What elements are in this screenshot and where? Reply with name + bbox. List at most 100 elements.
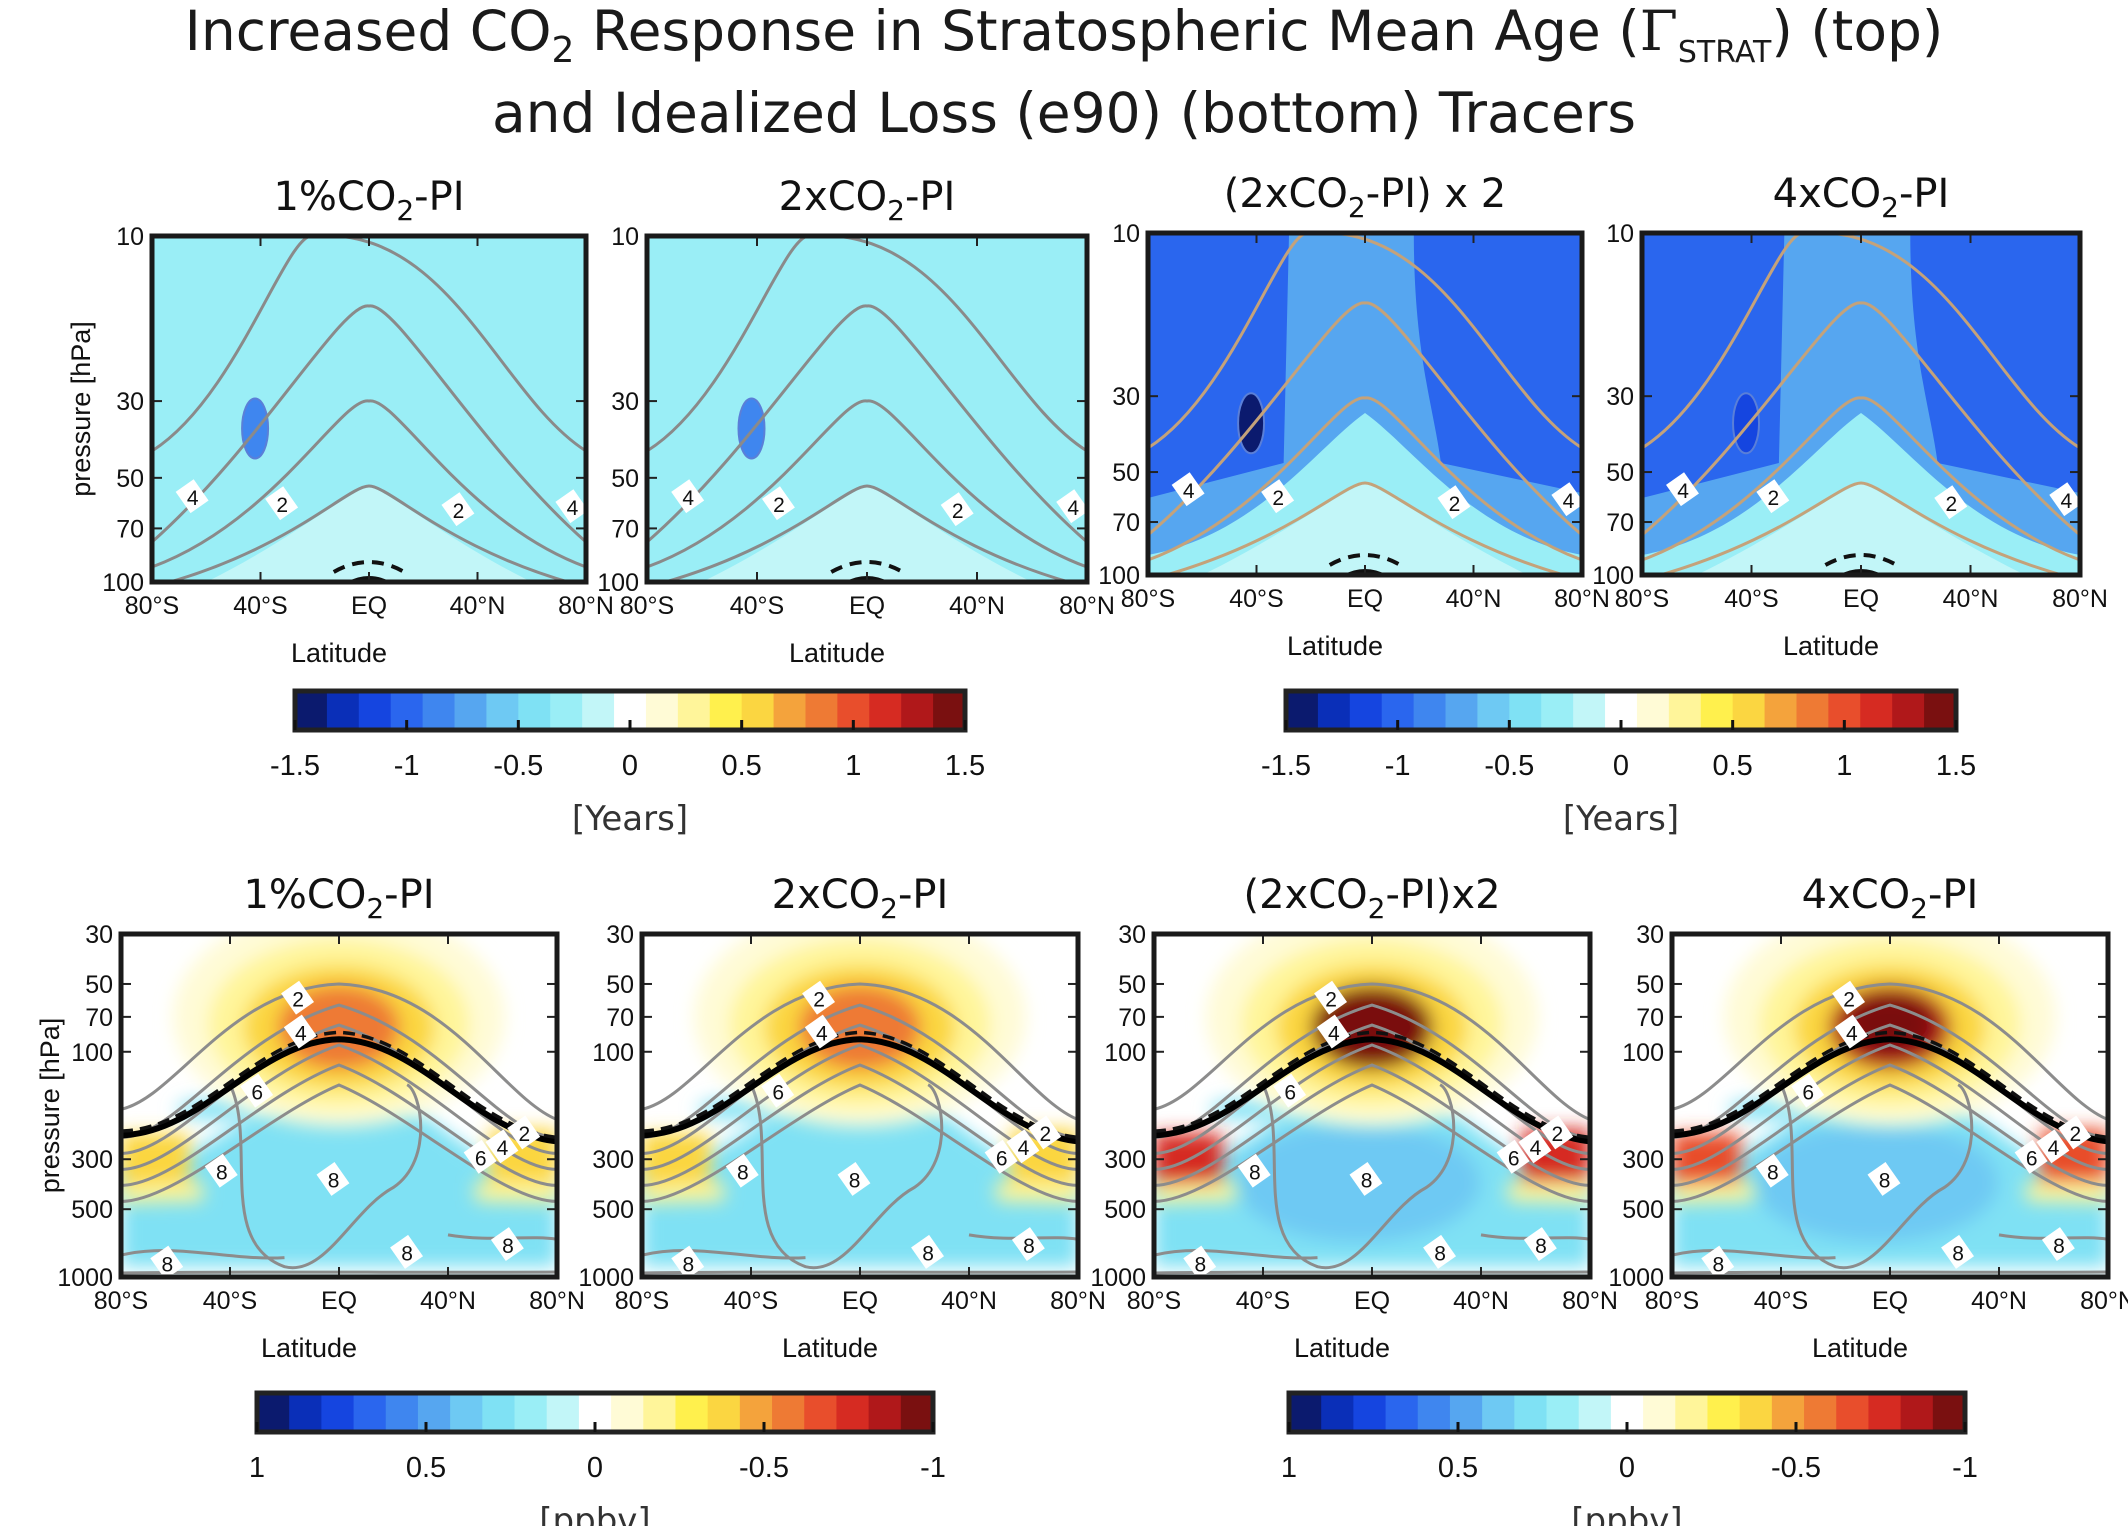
- y-tick-label: 30: [1112, 383, 1140, 411]
- svg-text:2: 2: [1843, 988, 1855, 1011]
- colorbar-swatch: [1804, 1393, 1837, 1432]
- svg-text:8: 8: [1023, 1235, 1035, 1258]
- y-tick-label: 70: [1636, 1004, 1664, 1032]
- colorbar-swatch: [295, 691, 328, 730]
- field: 4 2 2 4: [647, 236, 1087, 582]
- colorbar-swatch: [677, 691, 711, 730]
- y-tick-label: 70: [116, 515, 144, 543]
- contour-label: 2: [940, 492, 974, 527]
- colorbar-tick-label: 0: [1613, 750, 1629, 782]
- contour-label: 4: [1551, 482, 1582, 517]
- x-tick-label: EQ: [321, 1287, 357, 1315]
- colorbar: -1.5 -1 -0.5 0 0.5 1 1.5 [Years]: [270, 688, 985, 839]
- y-tick-label: 50: [1118, 971, 1146, 999]
- age-contour: [1148, 233, 1582, 450]
- contour-label: 4: [1518, 1129, 1552, 1164]
- x-axis-label: Latitude: [1287, 631, 1383, 661]
- svg-text:8: 8: [2053, 1235, 2065, 1258]
- x-tick-label: 80°S: [615, 1287, 669, 1315]
- y-tick-label: 30: [606, 921, 634, 949]
- contour-label: 8: [150, 1245, 184, 1277]
- colorbar-swatch: [385, 1393, 419, 1432]
- tropopause-solid: [642, 1036, 1078, 1145]
- contour-label: 6: [1273, 1073, 1307, 1108]
- y-tick-label: 50: [1636, 971, 1664, 999]
- y-tick-label: 100: [1622, 1039, 1664, 1067]
- colorbar-swatch: [645, 691, 679, 730]
- svg-text:4: 4: [187, 487, 199, 510]
- colorbar-swatch: [486, 691, 519, 730]
- e90-contour: [642, 1063, 1078, 1187]
- colorbar-tick-label: 1: [249, 1452, 265, 1484]
- panel-title: 2xCO2-PI: [772, 872, 949, 925]
- e90-contour: [121, 1023, 557, 1155]
- svg-text:6: 6: [475, 1148, 487, 1171]
- colorbar-swatch: [1924, 691, 1957, 730]
- age-contour: [1148, 301, 1582, 537]
- x-tick-label: 80°S: [94, 1287, 148, 1315]
- svg-text:8: 8: [502, 1235, 514, 1258]
- y-tick-label: 10: [1112, 220, 1140, 248]
- y-tick-label: 70: [611, 515, 639, 543]
- x-tick-label: 40°S: [1724, 585, 1778, 613]
- svg-text:8: 8: [1249, 1161, 1261, 1184]
- y-axis-label: pressure [hPa]: [35, 1018, 65, 1194]
- contour-label: 8: [1867, 1161, 1901, 1196]
- colorbar-tick-label: 1.5: [1936, 750, 1976, 782]
- contour-label: 2: [1314, 980, 1348, 1015]
- y-tick-label: 500: [1104, 1196, 1146, 1224]
- contour-label: 4: [804, 1014, 838, 1049]
- colorbar-swatch: [1578, 1393, 1612, 1432]
- contour-label: 4: [1316, 1014, 1350, 1049]
- colorbar-swatch: [805, 691, 838, 730]
- y-tick-label: 100: [1104, 1039, 1146, 1067]
- svg-text:6: 6: [996, 1148, 1008, 1171]
- age-contour: [1642, 301, 2080, 537]
- x-tick-label: 80°S: [620, 592, 674, 620]
- x-axis-label: Latitude: [291, 638, 387, 668]
- svg-text:4: 4: [1067, 497, 1079, 520]
- y-tick-label: 70: [1118, 1004, 1146, 1032]
- contour-label: 4: [1834, 1014, 1868, 1049]
- x-tick-label: 40°N: [1943, 585, 1999, 613]
- tropopause-dashed: [830, 560, 904, 574]
- e90-contour: [228, 1083, 423, 1270]
- colorbar-swatch: [773, 691, 807, 730]
- e90-contour: [642, 1083, 1078, 1203]
- x-tick-label: 40°N: [941, 1287, 997, 1315]
- e90-contour: [121, 982, 557, 1121]
- svg-text:4: 4: [1328, 1022, 1340, 1045]
- colorbar-swatch: [1413, 691, 1447, 730]
- e90-contour: [1154, 982, 1590, 1121]
- x-tick-label: 40°N: [1453, 1287, 1509, 1315]
- colorbar-tick-label: -0.5: [739, 1452, 789, 1484]
- contour-label: 4: [1666, 472, 1699, 507]
- panel-frame: [1151, 931, 1593, 1280]
- contour-label: 6: [240, 1073, 274, 1108]
- contour-label: 8: [1349, 1161, 1383, 1196]
- x-tick-label: EQ: [842, 1287, 878, 1315]
- svg-text:4: 4: [682, 487, 694, 510]
- svg-text:2: 2: [453, 500, 465, 523]
- colorbar-swatch: [514, 1393, 548, 1432]
- svg-text:8: 8: [216, 1161, 228, 1184]
- colorbar-swatch: [1573, 691, 1606, 730]
- x-tick-label: 80°S: [1121, 585, 1175, 613]
- contour-label: 4: [2036, 1129, 2070, 1164]
- colorbar-swatch: [1900, 1393, 1934, 1432]
- x-tick-label: 80°S: [1645, 1287, 1699, 1315]
- colorbar-tick-label: 0.5: [1438, 1452, 1478, 1484]
- y-tick-label: 300: [71, 1146, 113, 1174]
- contour-label: 2: [507, 1115, 541, 1150]
- tropopause-solid: [1154, 1036, 1590, 1145]
- x-tick-label: 40°S: [1754, 1287, 1808, 1315]
- y-tick-label: 30: [611, 388, 639, 416]
- age-contour: [152, 304, 586, 544]
- contour-label: 8: [1183, 1245, 1217, 1277]
- contour-label: 2: [761, 486, 795, 521]
- colorbar-tick-label: 0.5: [406, 1452, 446, 1484]
- tropopause-dashed: [1328, 553, 1402, 567]
- contour-label: 8: [390, 1234, 424, 1269]
